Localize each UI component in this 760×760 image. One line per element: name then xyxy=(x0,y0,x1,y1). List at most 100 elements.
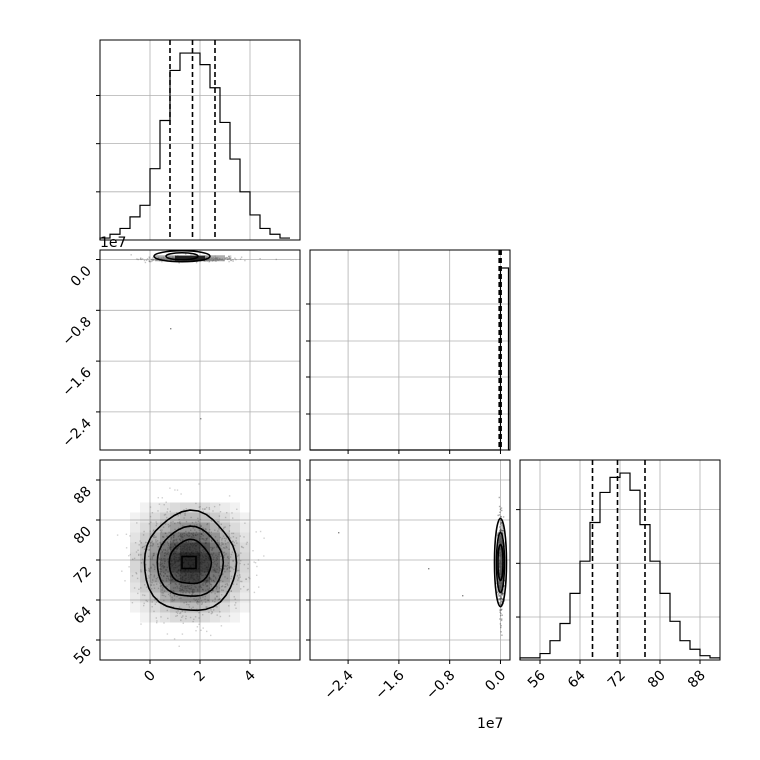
scatter-point xyxy=(176,612,179,614)
scatter-point xyxy=(138,588,140,590)
scatter-point xyxy=(151,512,154,514)
scatter-point xyxy=(142,594,144,596)
scatter-point xyxy=(166,633,169,635)
heatmap-cell xyxy=(230,542,240,553)
heatmap-cell xyxy=(130,512,140,523)
scatter-point xyxy=(499,511,501,513)
scatter-point xyxy=(153,574,156,576)
scatter-point xyxy=(159,558,161,561)
scatter-point xyxy=(225,586,227,588)
scatter-point xyxy=(177,527,180,529)
scatter-points xyxy=(338,496,506,636)
scatter-point xyxy=(224,516,227,519)
scatter-point xyxy=(129,535,131,537)
grid-lines xyxy=(310,250,510,450)
scatter-point xyxy=(231,512,233,514)
heatmap-cell xyxy=(140,592,150,603)
scatter-point xyxy=(232,583,235,585)
scatter-point xyxy=(185,508,187,510)
scatter-point xyxy=(150,584,153,586)
scatter-point xyxy=(142,534,145,536)
scatter-point xyxy=(190,254,192,256)
scatter-point xyxy=(498,598,501,601)
scatter-point xyxy=(502,592,504,595)
scatter-point xyxy=(155,541,157,543)
x-tick-label: 80 xyxy=(645,668,669,692)
scatter-point xyxy=(168,583,170,586)
scatter-point xyxy=(166,511,168,513)
scatter-point xyxy=(219,547,221,549)
outlier-point xyxy=(200,418,202,420)
heatmap-cell xyxy=(180,512,190,523)
scatter-point xyxy=(218,587,221,589)
scatter-point xyxy=(210,634,212,637)
scatter-point xyxy=(146,258,149,260)
x-tick-label: 0 xyxy=(141,668,159,686)
scatter-point xyxy=(186,603,188,606)
scatter-point xyxy=(196,602,198,604)
x-tick-label: 56 xyxy=(525,667,549,691)
scatter-point xyxy=(166,609,168,612)
scatter-point xyxy=(195,521,197,523)
scatter-point xyxy=(222,551,224,553)
scatter-point xyxy=(135,573,138,575)
scatter-point xyxy=(238,554,240,556)
scatter-point xyxy=(216,596,218,598)
y-tick-label: 0.0 xyxy=(68,263,95,290)
heatmap-cell xyxy=(200,532,210,543)
scatter-point xyxy=(223,556,225,558)
scatter-point xyxy=(257,559,260,561)
heatmap-cell xyxy=(170,592,180,603)
scatter-point xyxy=(202,531,205,533)
scatter-point xyxy=(232,536,235,538)
scatter-point xyxy=(502,530,504,532)
scatter-point xyxy=(203,528,205,530)
scatter-point xyxy=(219,555,222,558)
scatter-point xyxy=(125,533,128,535)
heatmap-cell xyxy=(160,502,170,513)
scatter-point xyxy=(167,617,169,620)
heatmap-cell xyxy=(230,602,240,613)
scatter-point xyxy=(208,261,210,263)
scatter-point xyxy=(216,614,218,616)
scatter-point xyxy=(245,578,247,580)
scatter-point xyxy=(223,551,226,553)
heatmap-cell xyxy=(150,582,160,593)
scatter-point xyxy=(500,601,502,603)
scatter-point xyxy=(204,601,207,603)
scatter-point xyxy=(230,575,233,578)
scatter-point xyxy=(148,568,151,571)
scatter-point xyxy=(154,536,156,538)
density-contours xyxy=(143,509,238,612)
scatter-point xyxy=(500,597,502,599)
x-tick-label: 2 xyxy=(191,668,209,686)
scatter-point xyxy=(161,592,163,594)
scatter-point xyxy=(177,521,179,524)
scatter-point xyxy=(159,585,162,587)
scatter-point xyxy=(198,601,200,603)
scatter-point xyxy=(152,579,154,581)
scatter-point xyxy=(168,539,170,541)
scatter-point xyxy=(227,257,230,260)
scatter-point xyxy=(233,541,235,544)
scatter-point xyxy=(502,592,504,594)
heatmap-cell xyxy=(130,542,140,553)
scatter-point xyxy=(238,569,240,572)
scatter-point xyxy=(139,540,141,542)
scatter-point xyxy=(180,597,182,599)
scatter-point xyxy=(172,606,175,608)
heatmap-cell xyxy=(150,562,160,573)
scatter-point xyxy=(224,526,226,528)
scatter-point xyxy=(214,598,216,601)
scatter-point xyxy=(169,592,171,594)
scatter-point xyxy=(225,545,227,548)
heatmap-cell xyxy=(170,552,180,563)
scatter-point xyxy=(158,570,160,573)
scatter-point xyxy=(221,550,223,552)
scatter-point xyxy=(220,585,223,588)
scatter-point xyxy=(259,530,262,533)
scatter-point xyxy=(202,627,204,629)
scatter-point xyxy=(501,608,503,611)
scatter-point xyxy=(189,616,192,619)
quantile-lines-var3 xyxy=(591,460,646,660)
